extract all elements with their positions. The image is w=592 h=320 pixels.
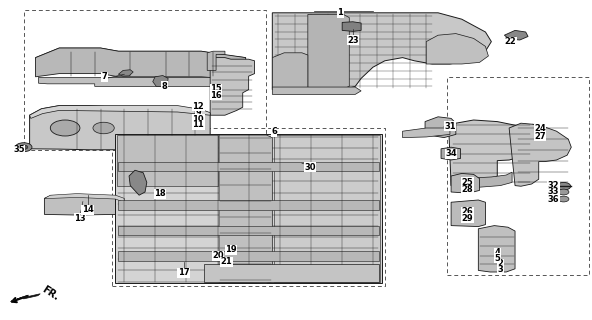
Polygon shape (425, 117, 456, 138)
Polygon shape (207, 51, 225, 70)
Circle shape (15, 143, 32, 152)
Text: 36: 36 (548, 195, 559, 204)
Polygon shape (426, 34, 488, 64)
Polygon shape (210, 58, 255, 115)
Polygon shape (36, 48, 246, 61)
Circle shape (556, 182, 571, 190)
Text: 7: 7 (102, 72, 108, 81)
Text: 21: 21 (221, 257, 233, 266)
Polygon shape (441, 147, 461, 160)
Polygon shape (153, 76, 168, 86)
Polygon shape (342, 22, 361, 31)
Polygon shape (117, 135, 218, 186)
Bar (118, 162, 379, 171)
Circle shape (20, 145, 28, 149)
Circle shape (558, 196, 569, 202)
Circle shape (558, 189, 569, 195)
Text: 34: 34 (445, 149, 457, 158)
Text: 3: 3 (497, 265, 503, 274)
Text: 27: 27 (534, 132, 546, 140)
Text: 17: 17 (178, 268, 189, 277)
Text: 19: 19 (225, 245, 237, 254)
Text: 29: 29 (462, 214, 474, 223)
Text: 6: 6 (271, 127, 277, 136)
Text: 1: 1 (337, 8, 343, 17)
Polygon shape (11, 294, 40, 301)
Polygon shape (44, 195, 124, 215)
Text: 15: 15 (210, 84, 222, 93)
Text: 10: 10 (192, 115, 204, 124)
Text: 32: 32 (548, 181, 559, 190)
Polygon shape (509, 123, 571, 186)
Text: 4: 4 (494, 248, 500, 257)
Polygon shape (451, 200, 485, 227)
Polygon shape (449, 120, 536, 186)
Circle shape (50, 120, 80, 136)
Text: 23: 23 (347, 36, 359, 44)
Polygon shape (30, 106, 210, 118)
Text: 9: 9 (195, 108, 201, 117)
Text: 13: 13 (74, 214, 86, 223)
Text: 20: 20 (212, 252, 224, 260)
Text: FR.: FR. (40, 285, 60, 303)
Polygon shape (219, 135, 272, 283)
Text: 2: 2 (497, 260, 503, 268)
Text: 28: 28 (462, 185, 474, 194)
Text: 12: 12 (192, 102, 204, 111)
Polygon shape (403, 128, 450, 138)
Text: 5: 5 (494, 254, 500, 263)
Text: 18: 18 (154, 189, 166, 198)
Polygon shape (38, 77, 243, 86)
Bar (118, 251, 379, 261)
Polygon shape (451, 173, 480, 193)
Bar (118, 226, 379, 235)
Text: 14: 14 (82, 205, 94, 214)
Polygon shape (129, 170, 147, 195)
Polygon shape (272, 53, 308, 91)
Polygon shape (451, 172, 512, 187)
Polygon shape (118, 70, 133, 76)
Polygon shape (115, 134, 382, 283)
Text: 22: 22 (504, 37, 516, 46)
Polygon shape (308, 14, 349, 89)
Polygon shape (272, 13, 491, 90)
Text: 25: 25 (462, 178, 474, 187)
Text: 33: 33 (548, 188, 559, 196)
Polygon shape (30, 106, 210, 150)
Text: 30: 30 (304, 163, 316, 172)
Bar (118, 200, 379, 210)
Text: 16: 16 (210, 91, 222, 100)
Text: 24: 24 (534, 124, 546, 133)
Polygon shape (272, 87, 361, 94)
Circle shape (93, 122, 114, 134)
Polygon shape (44, 194, 124, 202)
Text: 8: 8 (162, 82, 168, 91)
Text: 26: 26 (462, 207, 474, 216)
Text: 11: 11 (192, 120, 204, 129)
Polygon shape (36, 48, 246, 78)
Polygon shape (478, 226, 515, 272)
Polygon shape (274, 135, 380, 282)
Text: 31: 31 (444, 122, 456, 131)
Polygon shape (504, 30, 528, 40)
Text: 35: 35 (13, 145, 25, 154)
Polygon shape (204, 264, 379, 282)
